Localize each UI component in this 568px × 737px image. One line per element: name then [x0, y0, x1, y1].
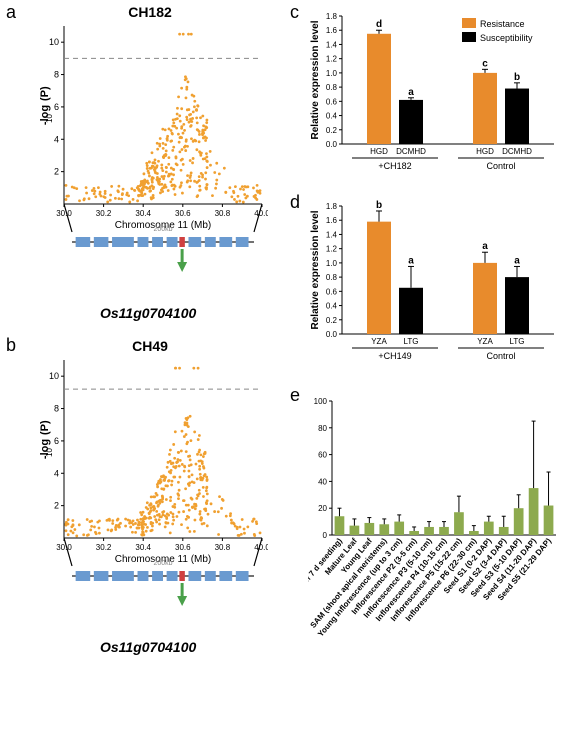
- svg-text:0.8: 0.8: [326, 83, 338, 92]
- svg-text:20: 20: [318, 504, 327, 513]
- svg-text:HGD: HGD: [370, 147, 388, 156]
- svg-text:DCMHD: DCMHD: [396, 147, 426, 156]
- svg-text:8: 8: [54, 404, 59, 414]
- svg-text:6: 6: [54, 436, 59, 446]
- svg-text:d: d: [376, 19, 382, 30]
- svg-text:Relative expression level: Relative expression level: [310, 20, 321, 139]
- svg-text:1.8: 1.8: [326, 202, 338, 211]
- svg-text:1.0: 1.0: [326, 259, 338, 268]
- panel-b-title: CH49: [100, 338, 200, 354]
- svg-text:1.4: 1.4: [326, 40, 338, 49]
- svg-text:1.6: 1.6: [326, 216, 338, 225]
- svg-text:Relative expression level: Relative expression level: [310, 210, 321, 329]
- svg-text:a: a: [408, 255, 414, 266]
- svg-text:HGD: HGD: [476, 147, 494, 156]
- svg-text:8: 8: [54, 70, 59, 80]
- svg-text:10: 10: [49, 371, 59, 381]
- svg-text:0.0: 0.0: [326, 330, 338, 339]
- svg-text:0.0: 0.0: [326, 140, 338, 149]
- svg-text:1.2: 1.2: [326, 245, 338, 254]
- svg-text:+CH182: +CH182: [378, 161, 411, 171]
- panel-b-label: b: [6, 335, 16, 356]
- svg-text:YZA: YZA: [371, 337, 387, 346]
- svg-text:0.6: 0.6: [326, 287, 338, 296]
- svg-text:a: a: [408, 87, 414, 98]
- svg-text:1.2: 1.2: [326, 55, 338, 64]
- bar-chart-e: 020406080100Seedling Root (root of 7 d s…: [308, 395, 560, 725]
- svg-text:10: 10: [45, 114, 54, 123]
- svg-text:a: a: [514, 255, 520, 266]
- svg-text:40.0: 40.0: [254, 209, 268, 218]
- svg-text:Susceptibility: Susceptibility: [480, 33, 533, 43]
- svg-text:30.0: 30.0: [56, 209, 72, 218]
- svg-text:DCMHD: DCMHD: [502, 147, 532, 156]
- svg-text:30.2: 30.2: [96, 209, 112, 218]
- svg-text:40.0: 40.0: [254, 543, 268, 552]
- svg-text:1.0: 1.0: [326, 69, 338, 78]
- svg-text:a: a: [482, 241, 488, 252]
- svg-text:4: 4: [54, 468, 59, 478]
- svg-text:2: 2: [54, 501, 59, 511]
- svg-text:Control: Control: [486, 351, 515, 361]
- svg-text:0.4: 0.4: [326, 302, 338, 311]
- svg-text:0.6: 0.6: [326, 97, 338, 106]
- svg-text:(P): (P): [39, 420, 51, 435]
- manhattan-plot-a: 24681030.030.230.430.630.840.0Chromosome…: [38, 22, 268, 232]
- gene-label-a: Os11g0704100: [100, 305, 196, 321]
- svg-text:30.4: 30.4: [135, 543, 151, 552]
- svg-text:LTG: LTG: [510, 337, 525, 346]
- panel-c-label: c: [290, 2, 299, 23]
- svg-text:0.8: 0.8: [326, 273, 338, 282]
- svg-text:YZA: YZA: [477, 337, 493, 346]
- svg-text:30.8: 30.8: [215, 543, 231, 552]
- svg-text:b: b: [376, 200, 382, 211]
- svg-text:30.4: 30.4: [135, 209, 151, 218]
- svg-text:(P): (P): [39, 86, 51, 101]
- svg-text:0.4: 0.4: [326, 112, 338, 121]
- svg-text:0.2: 0.2: [326, 126, 338, 135]
- svg-text:6: 6: [54, 102, 59, 112]
- svg-text:+CH149: +CH149: [378, 351, 411, 361]
- bar-chart-c: 0.0 0.2 0.4 0.6 0.8 1.0 1.2 1.4 1.6 1.8 Relative e…: [308, 10, 560, 178]
- svg-text:0: 0: [323, 531, 328, 540]
- manhattan-plot-b: 24681030.030.230.430.630.840.0Chromosome…: [38, 356, 268, 566]
- panel-e-label: e: [290, 385, 300, 406]
- svg-text:80: 80: [318, 424, 327, 433]
- svg-text:10: 10: [45, 448, 54, 457]
- svg-text:Resistance: Resistance: [480, 19, 525, 29]
- svg-text:30.8: 30.8: [215, 209, 231, 218]
- svg-text:100: 100: [314, 397, 328, 406]
- svg-text:30.0: 30.0: [56, 543, 72, 552]
- svg-text:30.2: 30.2: [96, 543, 112, 552]
- svg-text:200kb: 200kb: [153, 560, 172, 567]
- svg-text:LTG: LTG: [404, 337, 419, 346]
- panel-a-title: CH182: [100, 4, 200, 20]
- panel-a-label: a: [6, 2, 16, 23]
- svg-text:0.2: 0.2: [326, 316, 338, 325]
- svg-text:10: 10: [49, 37, 59, 47]
- svg-text:1.6: 1.6: [326, 26, 338, 35]
- svg-text:c: c: [482, 58, 488, 69]
- svg-text:30.6: 30.6: [175, 543, 191, 552]
- svg-text:Control: Control: [486, 161, 515, 171]
- svg-text:200kb: 200kb: [153, 226, 172, 233]
- bar-chart-d: 0.0 0.2 0.4 0.6 0.8 1.0 1.2 1.4 1.6 1.8 Relative e…: [308, 200, 560, 368]
- svg-text:30.6: 30.6: [175, 209, 191, 218]
- gene-label-b: Os11g0704100: [100, 639, 196, 655]
- svg-text:60: 60: [318, 451, 327, 460]
- svg-text:4: 4: [54, 134, 59, 144]
- svg-text:2: 2: [54, 167, 59, 177]
- panel-d-label: d: [290, 192, 300, 213]
- svg-text:b: b: [514, 72, 520, 83]
- svg-text:1.4: 1.4: [326, 230, 338, 239]
- svg-text:40: 40: [318, 477, 327, 486]
- svg-text:1.8: 1.8: [326, 12, 338, 21]
